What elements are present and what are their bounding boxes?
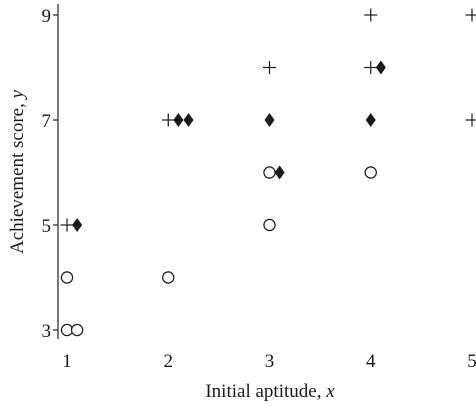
- data-point-diamond: [183, 113, 194, 127]
- data-point-circle: [263, 218, 276, 232]
- x-tick-label: 1: [62, 351, 72, 372]
- data-point-circle: [364, 166, 377, 179]
- data-point-circle: [60, 271, 74, 284]
- data-point-plus: [161, 113, 175, 127]
- y-tick-label: 5: [42, 216, 52, 237]
- data-point-diamond: [365, 113, 376, 127]
- x-tick-label: 2: [164, 351, 174, 372]
- data-point-diamond: [72, 218, 83, 232]
- data-point-circle: [60, 323, 74, 337]
- plot-area: [60, 8, 476, 337]
- y-axis-title-variable: y: [7, 89, 28, 100]
- y-axis-title: Achievement score, y: [7, 89, 28, 254]
- data-point-diamond: [375, 60, 386, 75]
- data-point-circle: [263, 166, 276, 179]
- data-point-plus: [465, 113, 476, 127]
- data-point-plus: [364, 61, 378, 74]
- data-point-plus: [263, 61, 276, 74]
- data-point-plus: [60, 218, 74, 232]
- data-point-diamond: [274, 165, 285, 180]
- data-point-circle: [162, 271, 175, 284]
- data-point-diamond: [264, 113, 275, 127]
- x-tick-label: 4: [366, 351, 376, 372]
- x-axis-title-variable: x: [325, 381, 335, 402]
- x-axis-title: Initial aptitude, x: [205, 381, 335, 402]
- x-tick-label: 5: [467, 351, 476, 372]
- y-tick-label: 7: [42, 111, 52, 132]
- x-axis-title-text: Initial aptitude,: [205, 381, 326, 402]
- y-axis-ticks: 3 5 7 9: [42, 6, 58, 342]
- data-point-circle: [70, 323, 84, 337]
- data-point-plus: [465, 8, 476, 22]
- y-tick-label: 3: [42, 321, 52, 342]
- x-tick-label: 3: [265, 351, 275, 372]
- x-axis-ticks: 1 2 3 4 5: [62, 351, 476, 372]
- y-tick-label: 9: [42, 6, 52, 27]
- data-point-plus: [364, 8, 378, 22]
- data-point-diamond: [173, 113, 184, 127]
- y-axis-title-text: Achievement score,: [7, 98, 28, 254]
- axes: 3 5 7 9 1 2 3 4 5: [42, 4, 476, 372]
